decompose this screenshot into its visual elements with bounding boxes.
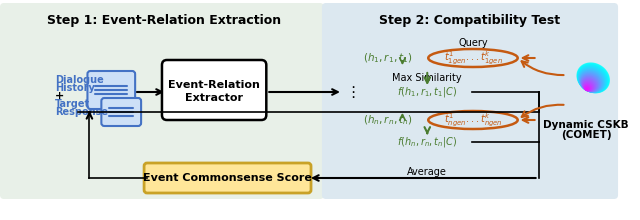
Polygon shape — [580, 71, 602, 92]
Polygon shape — [578, 64, 608, 92]
Polygon shape — [580, 74, 600, 92]
Polygon shape — [584, 84, 591, 91]
Text: $(h_1,r_1,t_1)$: $(h_1,r_1,t_1)$ — [363, 51, 412, 65]
Text: Event Commonsense Score: Event Commonsense Score — [143, 173, 312, 183]
Polygon shape — [584, 82, 593, 91]
FancyBboxPatch shape — [322, 3, 618, 199]
Text: Step 1: Event-Relation Extraction: Step 1: Event-Relation Extraction — [47, 14, 281, 27]
Text: Response: Response — [54, 107, 108, 117]
Text: Query: Query — [458, 38, 488, 48]
Text: $\vdots$: $\vdots$ — [344, 84, 355, 100]
Polygon shape — [579, 67, 606, 92]
Polygon shape — [580, 72, 602, 92]
Polygon shape — [582, 79, 596, 91]
Polygon shape — [578, 66, 607, 92]
Polygon shape — [584, 83, 593, 91]
Text: $f(h_n,r_n,t_n|C)$: $f(h_n,r_n,t_n|C)$ — [397, 135, 458, 149]
Polygon shape — [577, 63, 609, 93]
FancyBboxPatch shape — [88, 71, 135, 109]
Text: Target: Target — [54, 99, 90, 109]
Polygon shape — [582, 76, 598, 91]
Text: $(h_n,r_n,t_n)$: $(h_n,r_n,t_n)$ — [363, 113, 412, 127]
Text: $t^1_{ngen}...t^k_{ngen}$: $t^1_{ngen}...t^k_{ngen}$ — [444, 111, 502, 129]
Text: Dialogue: Dialogue — [54, 75, 104, 85]
Text: Event-Relation: Event-Relation — [168, 80, 260, 90]
Text: Dynamic CSKB: Dynamic CSKB — [543, 120, 629, 130]
Polygon shape — [583, 80, 595, 91]
Text: History: History — [54, 83, 95, 93]
Text: (COMET): (COMET) — [561, 130, 612, 140]
Text: Average: Average — [407, 167, 447, 177]
FancyBboxPatch shape — [144, 163, 311, 193]
Polygon shape — [579, 70, 604, 92]
Polygon shape — [586, 88, 588, 90]
Polygon shape — [585, 87, 589, 90]
Polygon shape — [585, 85, 590, 90]
Text: Step 2: Compatibility Test: Step 2: Compatibility Test — [380, 14, 561, 27]
FancyBboxPatch shape — [0, 3, 324, 199]
Text: Extractor: Extractor — [184, 93, 243, 103]
Text: Max Similarity: Max Similarity — [392, 73, 462, 83]
Text: $f(h_1,r_1,t_1|C)$: $f(h_1,r_1,t_1|C)$ — [397, 85, 458, 99]
Polygon shape — [581, 75, 599, 92]
Polygon shape — [579, 68, 605, 92]
Polygon shape — [582, 78, 597, 91]
Text: +: + — [54, 91, 64, 101]
FancyBboxPatch shape — [162, 60, 266, 120]
Text: $t^1_{1gen}...t^k_{1gen}$: $t^1_{1gen}...t^k_{1gen}$ — [444, 49, 502, 67]
FancyBboxPatch shape — [101, 98, 141, 126]
